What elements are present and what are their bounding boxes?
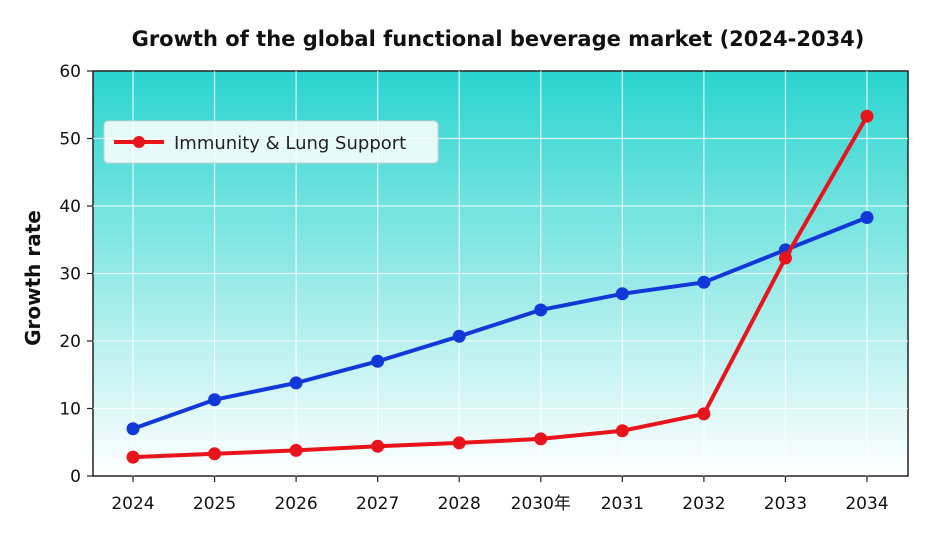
data-series [126, 109, 874, 464]
data-point[interactable] [615, 424, 629, 438]
data-point[interactable] [126, 450, 140, 464]
data-point[interactable] [289, 443, 303, 457]
x-tick-label: 2024 [111, 494, 154, 514]
legend-box [103, 120, 439, 164]
data-point[interactable] [778, 251, 792, 265]
legend-marker-immunity [133, 136, 145, 148]
data-point[interactable] [452, 436, 466, 450]
x-tick-label: 2027 [356, 494, 399, 514]
x-tick-label: 2033 [764, 494, 807, 514]
y-tick-label: 60 [59, 62, 81, 82]
data-point[interactable] [697, 275, 711, 289]
y-tick-label: 50 [59, 130, 81, 150]
data-point[interactable] [371, 354, 385, 368]
y-tick-label: 20 [59, 332, 81, 352]
data-point[interactable] [126, 422, 140, 436]
x-tick-label: 2034 [845, 494, 888, 514]
x-tick-label: 2028 [438, 494, 481, 514]
data-point[interactable] [534, 303, 548, 317]
series-line-0 [131, 215, 869, 431]
data-point[interactable] [697, 407, 711, 421]
data-point[interactable] [452, 329, 466, 343]
data-point[interactable] [208, 447, 222, 461]
y-tick-label: 30 [59, 265, 81, 285]
y-tick-label: 40 [59, 197, 81, 217]
x-tick-label: 2030年 [511, 494, 571, 514]
chart-title: Growth of the global functional beverage… [132, 27, 865, 51]
y-axis-ticks: 0 10 20 30 40 50 60 [59, 62, 93, 487]
data-point[interactable] [289, 376, 303, 390]
data-point[interactable] [371, 439, 385, 453]
data-point[interactable] [860, 109, 874, 123]
data-point[interactable] [534, 432, 548, 446]
legend[interactable]: Immunity & Lung Support [103, 120, 439, 164]
x-tick-label: 2032 [682, 494, 725, 514]
series-line-1 [131, 114, 869, 460]
y-tick-label: 10 [59, 400, 81, 420]
y-axis-label: Growth rate [21, 210, 45, 346]
data-point[interactable] [860, 210, 874, 224]
x-tick-label: 2025 [193, 494, 236, 514]
x-tick-label: 2026 [274, 494, 317, 514]
x-axis-ticks: 2024 2025 2026 2027 2028 2030年 2031 2032 2033 203… [111, 476, 889, 514]
data-point[interactable] [615, 287, 629, 301]
x-tick-label: 2031 [601, 494, 644, 514]
data-point[interactable] [208, 393, 222, 407]
legend-label-immunity: Immunity & Lung Support [174, 133, 406, 154]
y-tick-label: 0 [70, 467, 81, 487]
